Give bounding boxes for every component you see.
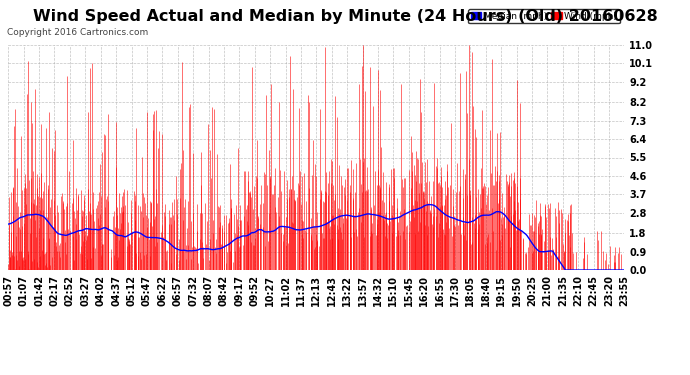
Text: Copyright 2016 Cartronics.com: Copyright 2016 Cartronics.com (7, 28, 148, 37)
Legend: Median (mph), Wind (mph): Median (mph), Wind (mph) (468, 9, 620, 23)
Text: Wind Speed Actual and Median by Minute (24 Hours) (Old) 20160628: Wind Speed Actual and Median by Minute (… (32, 9, 658, 24)
